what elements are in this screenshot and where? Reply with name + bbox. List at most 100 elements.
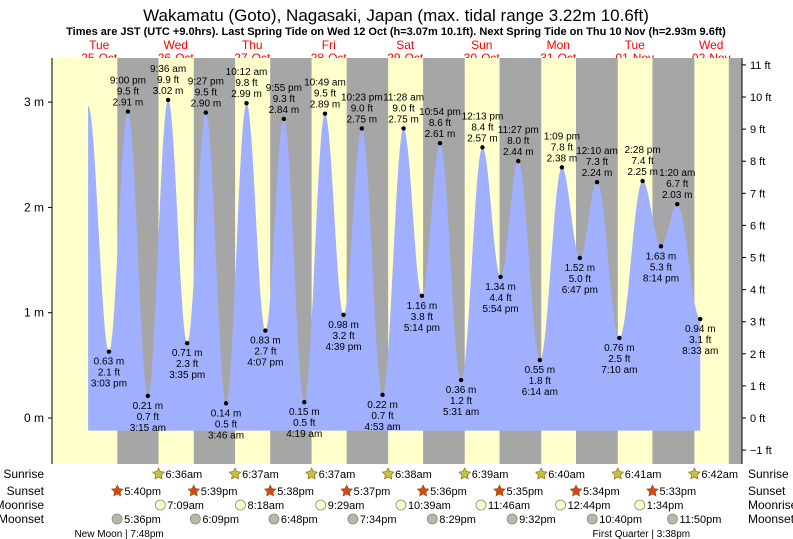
extreme-time: 7:10 am (601, 365, 637, 376)
extreme-time: 3:46 am (208, 430, 244, 441)
extreme-ft: 2.5 ft (608, 354, 630, 365)
extreme-time: 6:47 pm (562, 285, 598, 296)
sunset-icon (646, 484, 659, 497)
sunset-time: 5:35pm (507, 486, 544, 498)
sunrise-time: 6:41am (625, 469, 662, 481)
extreme-m: 0.76 m (604, 343, 635, 354)
moonset-time: 7:34pm (360, 514, 397, 526)
extreme-ft: 1.8 ft (529, 376, 551, 387)
extreme-point (302, 400, 307, 405)
extreme-time: 11:28 am (383, 92, 424, 103)
y-right-tick-label: 3 ft (750, 317, 765, 329)
extreme-point (165, 97, 171, 103)
moonset-time: 11:50pm (679, 514, 721, 526)
extreme-time: 11:27 pm (498, 125, 539, 136)
moonrise-icon (154, 499, 166, 511)
y-right-tick-label: 4 ft (750, 285, 765, 297)
sunrise-icon (687, 467, 701, 480)
extreme-time: 4:39 pm (326, 342, 362, 353)
sunrise-icon (534, 467, 548, 480)
extreme-m: 1.34 m (485, 282, 516, 293)
moonrise-time: 1:34pm (647, 500, 684, 512)
extreme-point (203, 110, 209, 115)
extreme-ft: 8.4 ft (471, 122, 493, 133)
extreme-point (244, 100, 249, 106)
moonset-icon (667, 513, 678, 525)
extreme-point (480, 145, 485, 150)
extreme-point (675, 202, 680, 207)
sunset-time: 5:33pm (659, 486, 696, 498)
y-tick-label: 1 m (24, 306, 44, 320)
extreme-m: 1.16 m (407, 301, 438, 312)
extreme-point (281, 116, 287, 122)
extreme-ft: 1.2 ft (450, 396, 472, 407)
extreme-point (184, 341, 190, 346)
extreme-m: 0.71 m (172, 348, 203, 359)
chart-title: Wakamatu (Goto), Nagasaki, Japan (max. t… (143, 6, 649, 25)
moonrise-icon (555, 499, 566, 511)
day-label: Sun (471, 38, 492, 52)
moonrise-icon (235, 499, 246, 511)
extreme-time: 8:14 pm (643, 273, 679, 284)
moonset-icon (347, 513, 359, 525)
moonset-icon (506, 513, 518, 525)
y-right-tick-label: 10 ft (750, 92, 771, 104)
y-right-tick-label: 1 ft (750, 381, 765, 393)
moonset-time: 8:29pm (439, 514, 476, 526)
sunset-icon (340, 484, 354, 497)
extreme-ft: 9.8 ft (235, 78, 257, 89)
extreme-time: 12:13 pm (462, 111, 504, 122)
y-right-tick-label: 0 ft (750, 413, 765, 425)
extreme-m: 0.36 m (446, 385, 477, 396)
day-label: Tue (89, 38, 110, 52)
extreme-ft: 7.8 ft (551, 142, 573, 153)
extreme-m: 2.99 m (231, 89, 262, 100)
extreme-time: 6:14 am (522, 387, 558, 398)
extreme-time: 8:33 am (682, 346, 718, 357)
extreme-m: 2.61 m (425, 129, 456, 140)
sunrise-icon (381, 467, 395, 480)
row-label-moonrise: Moonrise (0, 498, 44, 512)
moonset-icon (189, 513, 201, 525)
day-label: Wed (164, 38, 188, 52)
extreme-ft: 2.3 ft (176, 359, 198, 370)
moonrise-time: 7:09am (167, 500, 204, 512)
moonrise-time: 11:46am (488, 500, 530, 512)
extreme-time: 9:36 am (150, 64, 186, 75)
row-label-sunset: Sunset (7, 484, 45, 498)
sunset-icon (187, 484, 201, 497)
extreme-point (125, 109, 131, 114)
day-label: Mon (547, 38, 570, 52)
extreme-m: 0.22 m (367, 400, 398, 411)
sunrise-time: 6:36am (166, 469, 203, 481)
extreme-point (577, 255, 583, 261)
row-label-right-sunrise: Sunrise (748, 467, 789, 481)
moon-phase-label: New Moon | 7:48pm (74, 529, 163, 539)
extreme-m: 2.90 m (191, 99, 222, 110)
sunrise-time: 6:42am (701, 469, 738, 481)
moonrise-time: 9:29am (328, 500, 365, 512)
extreme-m: 2.44 m (503, 147, 534, 158)
extreme-ft: 8.6 ft (429, 118, 451, 129)
extreme-ft: 2.1 ft (98, 368, 120, 379)
sunrise-time: 6:37am (242, 469, 279, 481)
extreme-m: 2.38 m (547, 153, 578, 164)
extreme-time: 5:54 pm (482, 304, 518, 315)
extreme-point (380, 392, 385, 398)
sunrise-icon (152, 467, 165, 480)
extreme-m: 2.57 m (467, 133, 498, 144)
extreme-time: 10:49 am (304, 78, 346, 89)
extreme-m: 2.25 m (627, 167, 658, 178)
y-right-tick-label: 2 ft (750, 349, 765, 361)
extreme-time: 12:10 am (576, 146, 618, 157)
sunrise-time: 6:40am (548, 469, 585, 481)
extreme-point (419, 293, 425, 299)
extreme-ft: 0.7 ft (371, 411, 393, 422)
moonrise-icon (315, 499, 327, 511)
y-right-tick-label: 11 ft (750, 60, 771, 72)
sunrise-time: 6:38am (395, 469, 432, 481)
extreme-time: 4:19 am (286, 429, 322, 440)
extreme-m: 0.21 m (133, 401, 164, 412)
